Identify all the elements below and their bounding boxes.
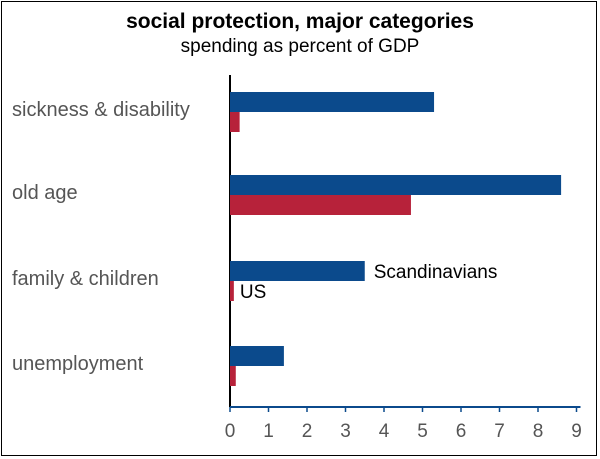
x-tick-label: 6 [456, 421, 467, 442]
chart-title: social protection, major categories [126, 10, 474, 33]
category-label: family & children [12, 268, 159, 290]
x-tick-label: 3 [340, 421, 351, 442]
x-tick-label: 2 [302, 421, 313, 442]
series-label-us: US [240, 282, 266, 303]
series-label-scandinavians: Scandinavians [374, 262, 498, 283]
bar-scandinavians [230, 261, 365, 281]
x-tick-label: 7 [494, 421, 505, 442]
x-tick-label: 1 [263, 421, 274, 442]
bar-us [230, 366, 236, 386]
bar-us [230, 112, 240, 132]
category-label: unemployment [12, 353, 144, 375]
chart-subtitle: spending as percent of GDP [180, 36, 420, 57]
x-tick-label: 9 [571, 421, 582, 442]
bar-scandinavians [230, 346, 284, 366]
x-tick-label: 4 [379, 421, 390, 442]
bar-us [230, 195, 411, 215]
category-label: old age [12, 182, 78, 204]
category-label: sickness & disability [12, 99, 190, 121]
x-tick-label: 8 [533, 421, 544, 442]
bar-scandinavians [230, 92, 435, 112]
bar-scandinavians [230, 175, 562, 195]
x-tick-label: 5 [417, 421, 428, 442]
x-tick-label: 0 [225, 421, 236, 442]
bar-us [230, 281, 234, 301]
